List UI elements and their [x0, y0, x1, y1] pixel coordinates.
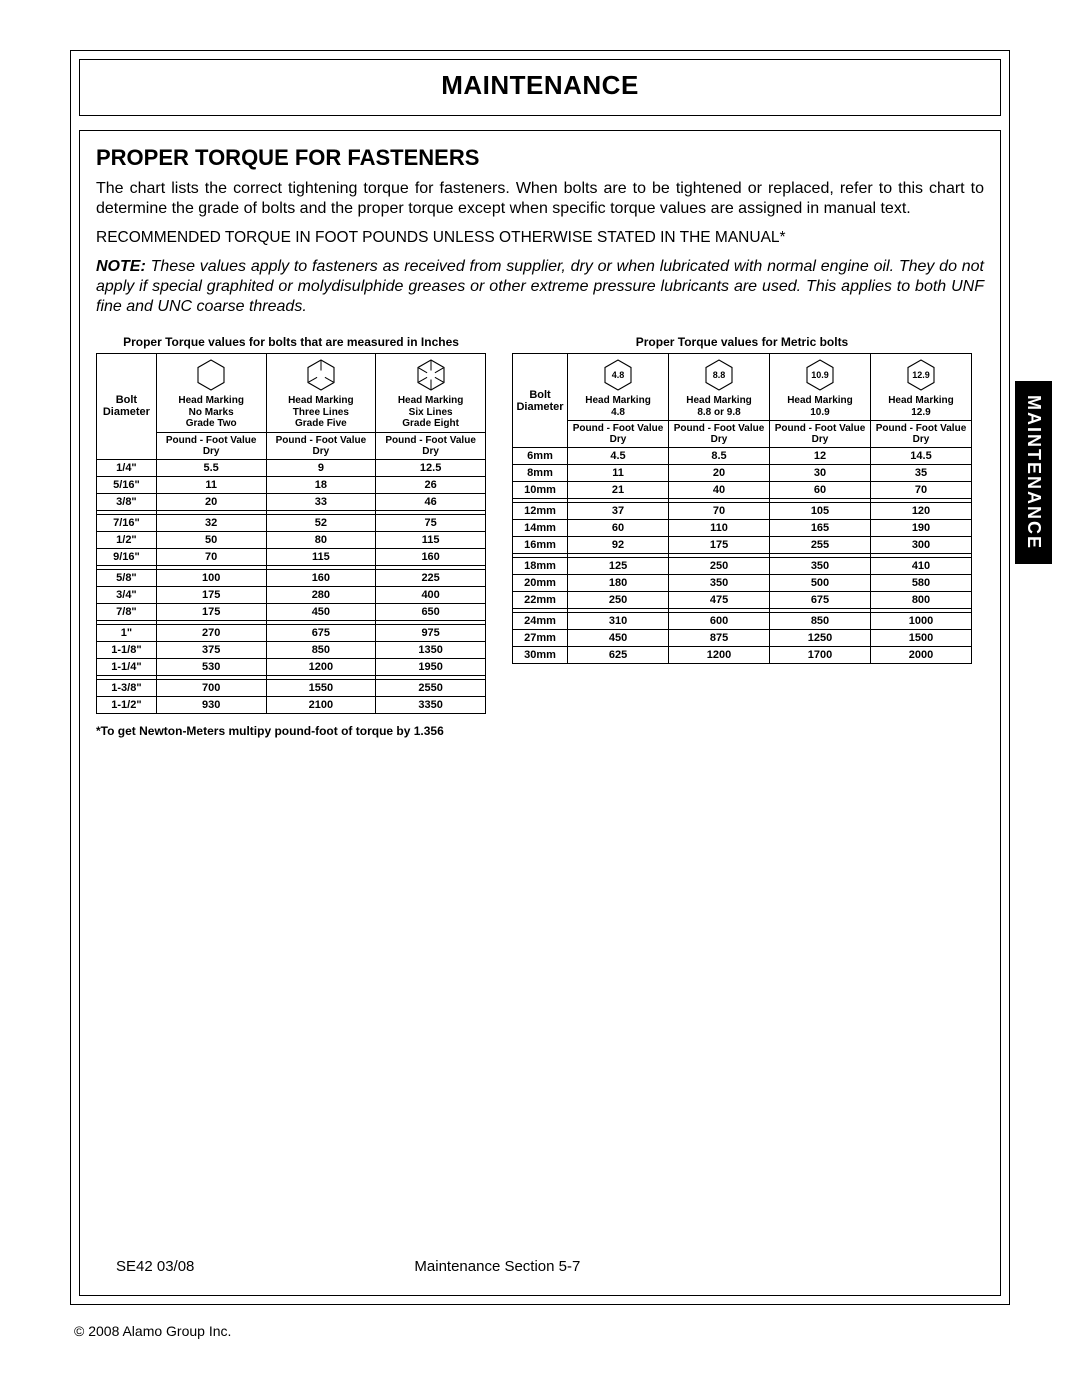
svg-text:4.8: 4.8: [612, 370, 625, 380]
inch-table: BoltDiameter Head MarkingNo MarksGrade T…: [96, 353, 486, 714]
inch-table-column: Proper Torque values for bolts that are …: [96, 335, 486, 714]
page: MAINTENANCE MAINTENANCE PROPER TORQUE FO…: [0, 0, 1080, 1369]
page-footer: SE42 03/08 Maintenance Section 5-7: [96, 1258, 984, 1275]
intro-paragraph: The chart lists the correct tightening t…: [96, 179, 984, 219]
svg-text:8.8: 8.8: [713, 370, 726, 380]
svg-text:10.9: 10.9: [811, 370, 829, 380]
page-title: MAINTENANCE: [79, 59, 1001, 116]
footnote: *To get Newton-Meters multipy pound-foot…: [96, 724, 984, 738]
inch-caption: Proper Torque values for bolts that are …: [96, 335, 486, 349]
note-paragraph: NOTE: These values apply to fasteners as…: [96, 257, 984, 317]
note-label: NOTE:: [96, 258, 146, 275]
section-heading: PROPER TORQUE FOR FASTENERS: [96, 145, 984, 171]
recommended-line: RECOMMENDED TORQUE IN FOOT POUNDS UNLESS…: [96, 229, 984, 247]
metric-caption: Proper Torque values for Metric bolts: [512, 335, 972, 349]
content-box: MAINTENANCE PROPER TORQUE FOR FASTENERS …: [79, 130, 1001, 1296]
footer-center: Maintenance Section 5-7: [414, 1258, 580, 1275]
note-body: These values apply to fasteners as recei…: [96, 258, 984, 315]
svg-text:12.9: 12.9: [912, 370, 930, 380]
copyright: © 2008 Alamo Group Inc.: [70, 1323, 1010, 1339]
footer-left: SE42 03/08: [116, 1258, 194, 1275]
metric-table-column: Proper Torque values for Metric bolts Bo…: [512, 335, 972, 714]
outer-box: MAINTENANCE MAINTENANCE PROPER TORQUE FO…: [70, 50, 1010, 1305]
tables-wrap: Proper Torque values for bolts that are …: [96, 335, 984, 714]
side-tab: MAINTENANCE: [1015, 381, 1052, 564]
metric-table: BoltDiameter 4.8 Head Marking4.8 8.8 Hea…: [512, 353, 972, 664]
